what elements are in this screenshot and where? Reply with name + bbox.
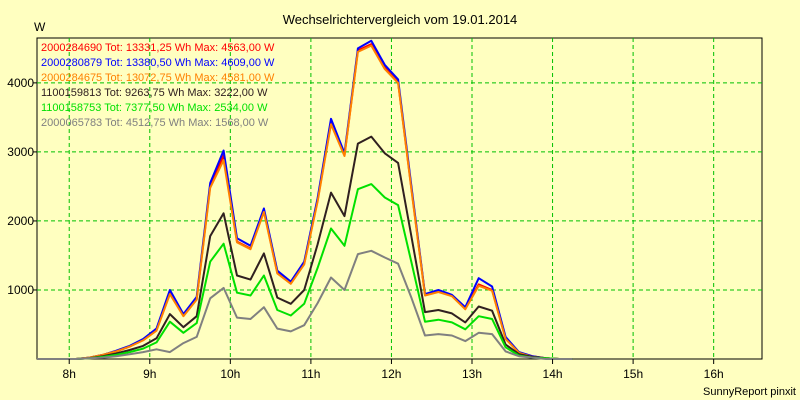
legend-entry-2000284675: 2000284675 Tot: 13072,75 Wh Max: 4581,00… — [41, 72, 275, 84]
series-line-2000284675 — [37, 44, 573, 360]
y-tick-label: 4000 — [7, 76, 34, 90]
series-line-1100158753 — [37, 183, 573, 360]
credit-label: SunnyReport pinxit — [703, 386, 796, 398]
x-tick-label: 13h — [462, 367, 482, 381]
x-tick-label: 8h — [63, 367, 76, 381]
x-tick-label: 14h — [543, 367, 563, 381]
x-tick-label: 9h — [143, 367, 156, 381]
legend-entry-2000280879: 2000280879 Tot: 13380,50 Wh Max: 4609,00… — [41, 57, 275, 69]
grid — [37, 38, 762, 359]
legend: 2000284690 Tot: 13331,25 Wh Max: 4563,00… — [41, 42, 275, 129]
series-group — [37, 39, 573, 360]
chart-title: Wechselrichtervergleich vom 19.01.2014 — [283, 12, 518, 27]
y-tick-label: 3000 — [7, 145, 34, 159]
series-line-1100159813 — [37, 135, 573, 360]
legend-entry-1100158753: 1100158753 Tot: 7377,50 Wh Max: 2534,00 … — [41, 102, 268, 114]
y-tick-label: 1000 — [7, 283, 34, 297]
legend-entry-2000284690: 2000284690 Tot: 13331,25 Wh Max: 4563,00… — [41, 42, 275, 54]
x-tick-label: 10h — [220, 367, 240, 381]
x-tick-label: 15h — [623, 367, 643, 381]
x-tick-label: 12h — [381, 367, 401, 381]
series-line-2000065783 — [37, 249, 573, 360]
x-tick-label: 11h — [301, 367, 320, 381]
legend-entry-1100159813: 1100159813 Tot: 9263,75 Wh Max: 3222,00 … — [41, 87, 268, 99]
x-tick-label: 16h — [704, 367, 724, 381]
legend-entry-2000065783: 2000065783 Tot: 4512,75 Wh Max: 1568,00 … — [41, 117, 269, 129]
axes: 8h 9h 10h 11h 12h 13h 14h 15h 16h 1000 2000 3000 400… — [7, 76, 723, 381]
y-axis-label: W — [34, 20, 46, 34]
y-tick-label: 2000 — [7, 214, 34, 228]
